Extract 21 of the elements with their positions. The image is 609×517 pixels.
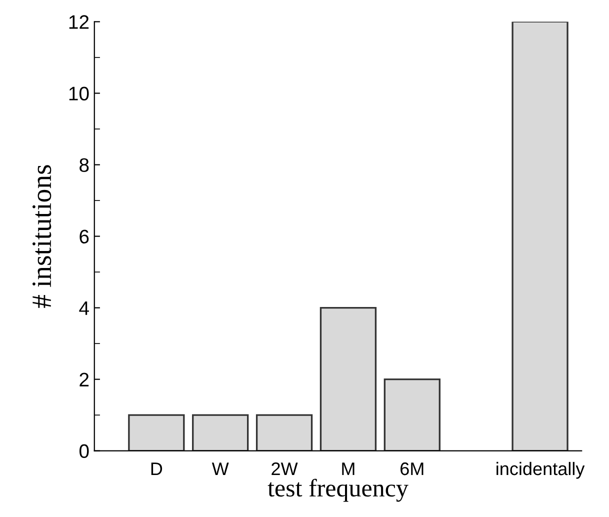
y-tick-label: 6 xyxy=(80,230,89,244)
x-tick-label: W xyxy=(212,462,229,476)
x-axis-title: test frequency xyxy=(268,478,408,502)
x-tick-label: D xyxy=(151,462,162,476)
y-tick-label: 10 xyxy=(69,86,89,100)
x-tick-label: 2W xyxy=(272,462,298,476)
y-axis-title: # institutions xyxy=(32,165,52,308)
y-tick-label: 8 xyxy=(80,158,89,172)
y-tick-label: 12 xyxy=(69,15,89,29)
y-tick-label: 0 xyxy=(79,444,89,458)
bar xyxy=(192,414,249,451)
bar xyxy=(384,378,440,451)
y-tick-label: 2 xyxy=(80,372,89,386)
bar xyxy=(512,22,568,451)
bar xyxy=(256,414,313,451)
x-tick-label: incidentally xyxy=(496,462,585,479)
x-tick-label: M xyxy=(342,462,354,476)
bar xyxy=(128,414,185,451)
x-tick-label: 6M xyxy=(400,462,424,476)
bar xyxy=(320,306,377,451)
y-tick-label: 4 xyxy=(79,301,89,315)
